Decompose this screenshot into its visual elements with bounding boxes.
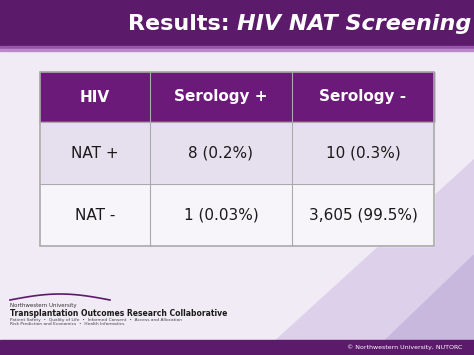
Text: © Northwestern University, NUTORC: © Northwestern University, NUTORC	[346, 345, 462, 350]
Bar	[40, 122, 434, 184]
Text: HIV: HIV	[80, 89, 110, 104]
Text: NAT -: NAT -	[75, 208, 115, 223]
Bar	[0, 46, 474, 48]
Text: 8 (0.2%): 8 (0.2%)	[189, 146, 254, 160]
Text: Serology +: Serology +	[174, 89, 268, 104]
Bar	[0, 340, 474, 355]
Polygon shape	[260, 160, 474, 355]
Bar	[40, 72, 434, 246]
Text: Serology -: Serology -	[319, 89, 407, 104]
Text: HIV NAT Screening: HIV NAT Screening	[237, 14, 471, 34]
Text: Northwestern University: Northwestern University	[10, 304, 77, 308]
Bar	[0, 0, 474, 46]
Text: Patient Safety  •  Quality of Life  •  Informed Consent  •  Access and Allocatio: Patient Safety • Quality of Life • Infor…	[10, 318, 182, 326]
Bar	[40, 184, 434, 246]
Text: 3,605 (99.5%): 3,605 (99.5%)	[309, 208, 418, 223]
Text: 1 (0.03%): 1 (0.03%)	[183, 208, 258, 223]
Polygon shape	[370, 255, 474, 355]
Text: 10 (0.3%): 10 (0.3%)	[326, 146, 401, 160]
Bar	[0, 49, 474, 50]
Bar	[40, 72, 434, 122]
Text: Results:: Results:	[128, 14, 237, 34]
Text: NAT +: NAT +	[71, 146, 119, 160]
Text: Transplantation Outcomes Research Collaborative: Transplantation Outcomes Research Collab…	[10, 310, 228, 318]
